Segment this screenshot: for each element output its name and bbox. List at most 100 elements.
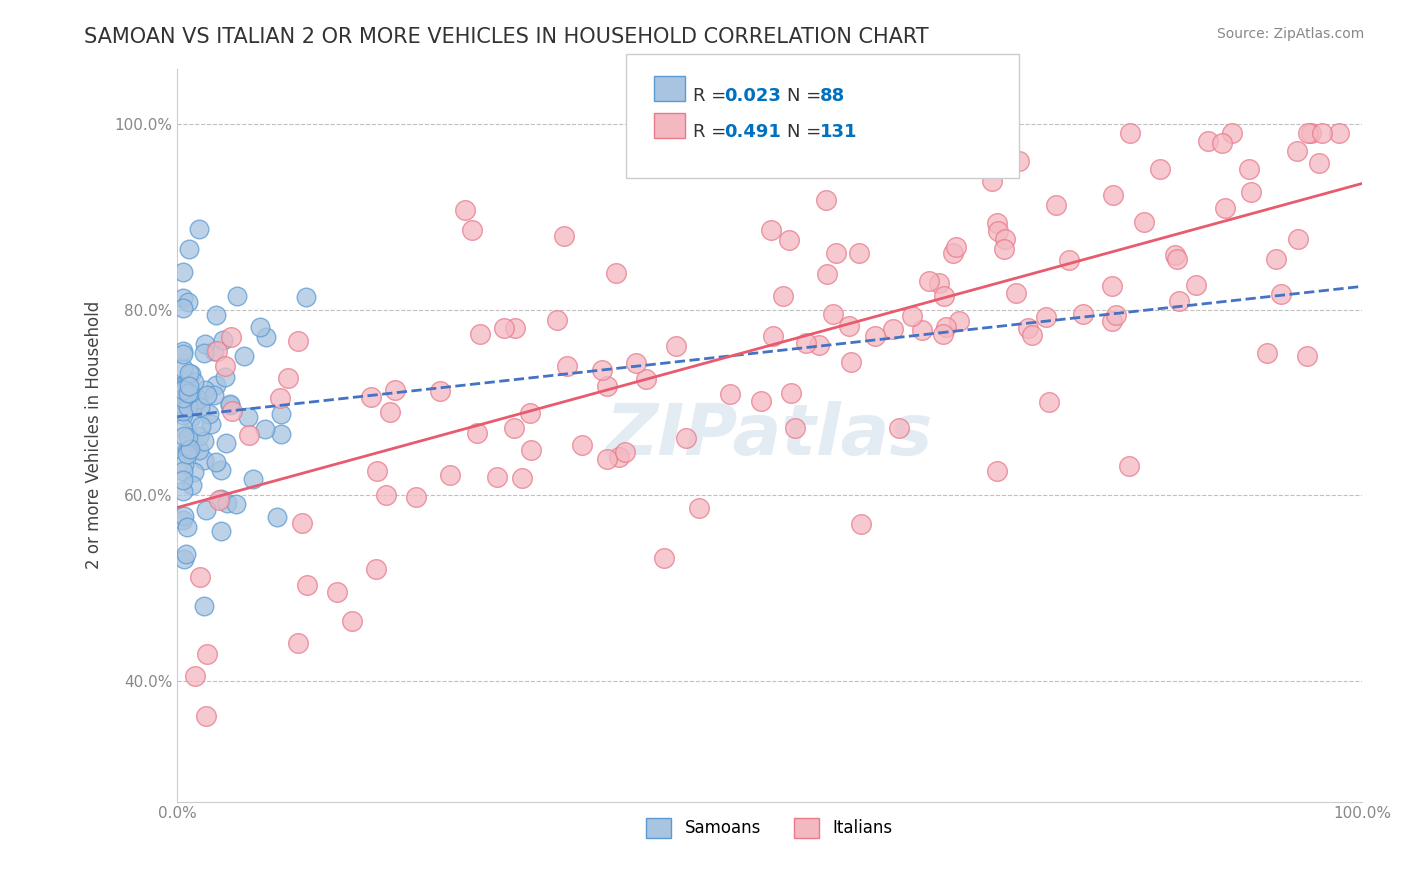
Point	[838, 318, 860, 333]
Point	[184, 398, 207, 412]
Point	[254, 422, 277, 436]
Point	[1057, 252, 1080, 267]
Point	[948, 314, 970, 328]
Point	[928, 276, 950, 290]
Point	[762, 329, 785, 343]
Point	[815, 267, 838, 281]
Point	[214, 359, 236, 374]
Point	[405, 490, 427, 504]
Point	[214, 369, 236, 384]
Point	[778, 233, 800, 247]
Point	[1185, 277, 1208, 292]
Point	[465, 425, 488, 440]
Point	[901, 309, 924, 323]
Point	[188, 443, 211, 458]
Text: 131: 131	[820, 123, 858, 141]
Point	[665, 339, 688, 353]
Point	[591, 363, 613, 377]
Point	[519, 406, 541, 420]
Point	[173, 552, 195, 566]
Point	[1118, 127, 1140, 141]
Point	[179, 385, 201, 400]
Point	[1101, 314, 1123, 328]
Point	[891, 140, 914, 154]
Point	[188, 222, 211, 236]
Point	[718, 386, 741, 401]
Point	[205, 378, 228, 392]
Point	[614, 444, 637, 458]
Point	[889, 420, 911, 434]
Point	[429, 384, 451, 399]
Point	[202, 343, 225, 358]
Text: N =: N =	[787, 123, 827, 141]
Point	[1310, 127, 1333, 141]
Point	[172, 344, 194, 359]
Point	[269, 392, 291, 406]
Point	[675, 431, 697, 445]
Point	[340, 614, 363, 628]
Point	[1286, 232, 1309, 246]
Point	[202, 388, 225, 402]
Text: 0.023: 0.023	[724, 87, 780, 104]
Point	[882, 322, 904, 336]
Point	[194, 709, 217, 723]
Point	[177, 295, 200, 310]
Point	[1265, 252, 1288, 267]
Point	[172, 385, 194, 400]
Text: N =: N =	[787, 87, 827, 104]
Point	[1045, 197, 1067, 211]
Point	[195, 387, 218, 401]
Point	[195, 647, 218, 661]
Point	[172, 398, 194, 412]
Point	[1005, 285, 1028, 300]
Point	[172, 378, 194, 392]
Point	[806, 127, 828, 141]
Point	[295, 578, 318, 592]
Point	[384, 384, 406, 398]
Point	[172, 483, 194, 498]
Point	[200, 417, 222, 431]
Point	[932, 289, 955, 303]
Point	[177, 242, 200, 256]
Point	[942, 246, 965, 260]
Point	[174, 547, 197, 561]
Point	[761, 223, 783, 237]
Point	[596, 379, 619, 393]
Point	[993, 242, 1015, 256]
Point	[173, 429, 195, 443]
Point	[193, 434, 215, 448]
Point	[1021, 327, 1043, 342]
Point	[815, 193, 838, 207]
Point	[270, 427, 292, 442]
Point	[180, 410, 202, 425]
Point	[918, 274, 941, 288]
Point	[177, 379, 200, 393]
Point	[294, 290, 316, 304]
Point	[932, 327, 955, 342]
Point	[270, 408, 292, 422]
Point	[198, 407, 221, 421]
Point	[1071, 307, 1094, 321]
Point	[848, 246, 870, 260]
Point	[1327, 127, 1350, 141]
Point	[172, 291, 194, 305]
Point	[821, 307, 844, 321]
Point	[179, 366, 201, 380]
Point	[254, 330, 277, 344]
Point	[1197, 135, 1219, 149]
Point	[1149, 161, 1171, 176]
Point	[1035, 310, 1057, 325]
Point	[839, 355, 862, 369]
Point	[195, 503, 218, 517]
Point	[187, 429, 209, 443]
Text: Source: ZipAtlas.com: Source: ZipAtlas.com	[1216, 27, 1364, 41]
Point	[172, 421, 194, 435]
Y-axis label: 2 or more Vehicles in Household: 2 or more Vehicles in Household	[86, 301, 103, 569]
Point	[808, 338, 831, 352]
Point	[172, 514, 194, 528]
Point	[1102, 187, 1125, 202]
Point	[215, 436, 238, 450]
Point	[688, 500, 710, 515]
Point	[607, 450, 630, 465]
Point	[1164, 248, 1187, 262]
